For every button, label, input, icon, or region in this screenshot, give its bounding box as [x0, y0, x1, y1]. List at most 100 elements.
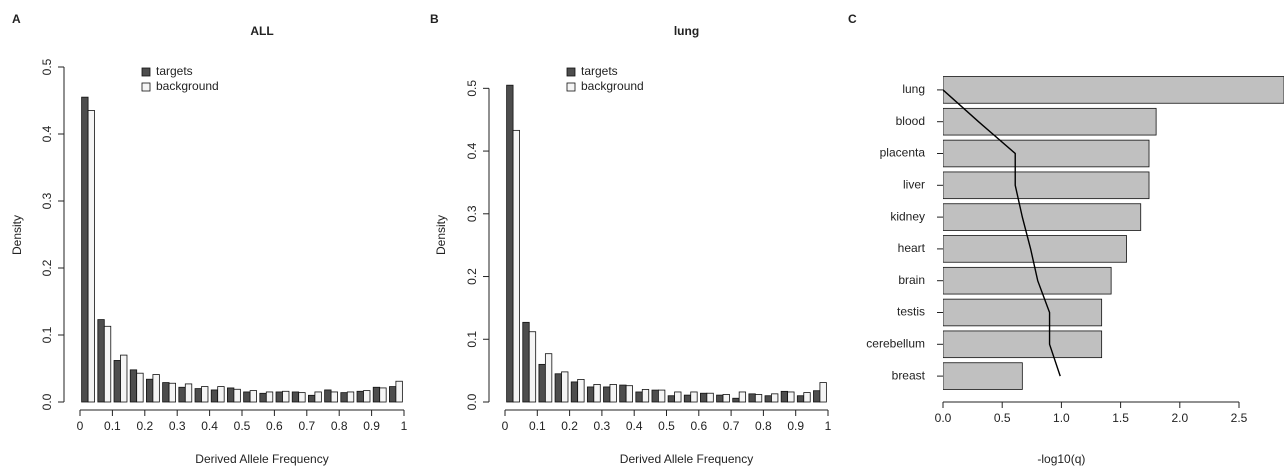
- bar: [330, 391, 338, 403]
- x-axis-label: -log10(q): [1037, 452, 1085, 466]
- bar: [298, 392, 306, 403]
- bar: [522, 321, 530, 403]
- x-tick-label: 0.1: [529, 419, 546, 433]
- bar: [667, 395, 675, 403]
- bar: [554, 373, 562, 403]
- bar: [943, 362, 1023, 390]
- bar: [544, 353, 553, 403]
- bar: [722, 394, 730, 403]
- x-tick-label: 0.4: [626, 419, 643, 433]
- bar: [227, 387, 235, 403]
- bar: [943, 298, 1103, 327]
- bar: [356, 390, 364, 403]
- bar: [796, 395, 805, 403]
- bar: [943, 171, 1150, 200]
- chart-title: lung: [674, 24, 699, 38]
- x-tick-label: 0: [77, 419, 84, 433]
- legend-label: background: [156, 79, 219, 93]
- bar: [716, 394, 724, 403]
- bar: [943, 76, 1284, 104]
- y-tick-label: liver: [903, 177, 925, 191]
- y-tick-label: 0.3: [40, 192, 54, 209]
- bar: [813, 390, 821, 403]
- bar: [943, 266, 1112, 295]
- panel-label: C: [848, 12, 857, 26]
- bar: [754, 394, 763, 403]
- x-tick-label: 0.7: [723, 419, 740, 433]
- bar: [249, 390, 257, 403]
- bar: [129, 369, 138, 403]
- bar: [635, 391, 643, 403]
- bar: [243, 391, 251, 403]
- bar: [943, 139, 1150, 168]
- bar: [641, 389, 650, 403]
- x-tick-label: 1: [825, 419, 832, 433]
- x-tick-label: 0.7: [298, 419, 315, 433]
- bar: [771, 393, 779, 403]
- bar: [577, 379, 585, 403]
- x-tick-label: 0.8: [755, 419, 772, 433]
- y-tick-label: kidney: [890, 209, 925, 223]
- bar: [346, 391, 355, 403]
- bar: [651, 389, 659, 403]
- bar: [538, 363, 546, 403]
- x-tick-label: 2.5: [1231, 411, 1248, 425]
- x-tick-label: 0.5: [994, 411, 1011, 425]
- x-tick-label: 0.2: [136, 419, 153, 433]
- y-tick-label: 0.5: [40, 58, 54, 75]
- x-tick-label: 0.0: [935, 411, 952, 425]
- bar: [819, 382, 827, 403]
- x-tick-label: 0.5: [658, 419, 675, 433]
- bar: [184, 383, 193, 403]
- legend-label: background: [581, 79, 644, 93]
- bar: [943, 235, 1127, 263]
- bar: [194, 388, 202, 403]
- plot-area: [943, 76, 1284, 390]
- bar: [512, 129, 520, 403]
- bar: [363, 390, 371, 403]
- y-tick-label: 0.2: [40, 259, 54, 276]
- y-tick-label: placenta: [880, 146, 926, 160]
- bar: [308, 394, 316, 403]
- bar: [764, 395, 772, 403]
- bar: [570, 381, 579, 403]
- bar: [683, 394, 692, 403]
- bar: [291, 391, 300, 403]
- y-tick-label: testis: [897, 305, 925, 319]
- bar: [586, 386, 595, 403]
- y-tick-label: breast: [892, 368, 926, 382]
- x-tick-label: 0.3: [169, 419, 186, 433]
- bar: [120, 354, 128, 403]
- x-tick-label: 0.2: [561, 419, 578, 433]
- bar: [690, 391, 698, 403]
- bar: [389, 386, 397, 403]
- bar: [168, 382, 176, 403]
- bar: [282, 390, 290, 403]
- bar: [803, 392, 811, 403]
- x-tick-label: 1.5: [1112, 411, 1129, 425]
- y-tick-label: 0.4: [40, 125, 54, 142]
- bar: [201, 386, 209, 403]
- bar: [103, 325, 112, 403]
- bar: [738, 391, 747, 403]
- bar: [178, 386, 186, 403]
- bar: [561, 371, 569, 403]
- bar: [136, 372, 144, 403]
- bar: [700, 392, 708, 403]
- bar: [706, 392, 714, 403]
- bar: [233, 388, 241, 403]
- x-tick-label: 0.6: [690, 419, 707, 433]
- y-tick-label: 0.3: [465, 205, 479, 222]
- bar: [658, 389, 666, 403]
- bar: [603, 386, 611, 403]
- bar: [943, 330, 1103, 359]
- bar: [379, 387, 387, 403]
- bar: [780, 390, 789, 403]
- bar: [87, 110, 95, 403]
- y-tick-label: lung: [902, 82, 925, 96]
- bar: [265, 391, 274, 403]
- y-tick-label: 0.4: [465, 142, 479, 159]
- bar: [217, 386, 225, 403]
- bar: [674, 391, 682, 403]
